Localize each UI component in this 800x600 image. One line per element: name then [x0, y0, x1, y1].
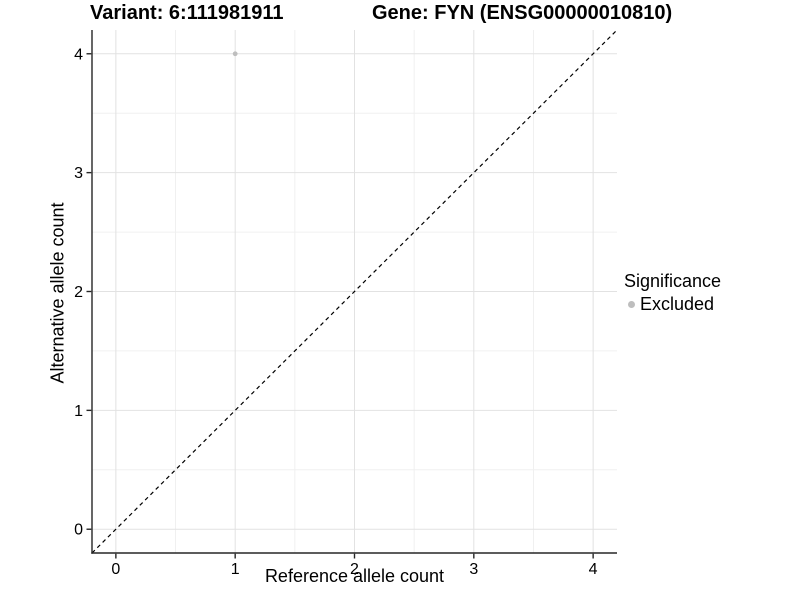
legend-title: Significance [624, 271, 722, 291]
chart-title-variant: Variant: 6:111981911 [90, 2, 284, 24]
y-axis-title: Alternative allele count [47, 202, 68, 384]
y-tick-label: 0 [74, 522, 83, 539]
x-tick-label: 2 [350, 561, 359, 578]
legend-item-excluded: Excluded [624, 294, 721, 315]
y-tick-label: 3 [74, 165, 83, 182]
legend: Significance Excluded [624, 271, 721, 315]
legend-item-label: Excluded [640, 294, 715, 314]
x-tick-label: 3 [469, 561, 478, 578]
x-tick-label: 1 [231, 561, 240, 578]
y-tick-label: 2 [74, 284, 83, 301]
x-axis-title: Reference allele count [264, 566, 445, 586]
legend-point-icon [628, 301, 635, 308]
x-tick-label: 0 [111, 561, 120, 578]
y-tick-label: 1 [74, 403, 83, 420]
chart-title-gene: Gene: FYN (ENSG00000010810) [372, 2, 673, 24]
data-point [232, 51, 238, 57]
x-tick-label: 4 [589, 561, 598, 578]
identity-reference-line [91, 29, 618, 554]
y-tick-label: 4 [74, 46, 83, 63]
